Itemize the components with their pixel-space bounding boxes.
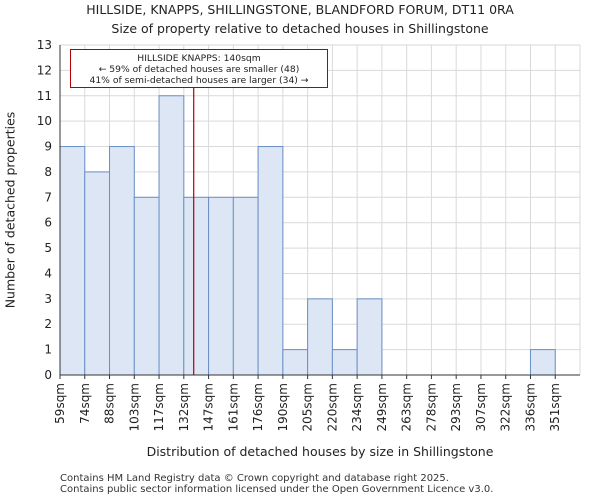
y-tick-label: 8	[44, 165, 52, 179]
x-axis-title: Distribution of detached houses by size …	[146, 444, 494, 459]
histogram-bar	[232, 196, 259, 376]
histogram-bar	[84, 171, 111, 376]
x-tick-label: 307sqm	[474, 383, 488, 431]
y-tick-label: 9	[44, 140, 52, 154]
x-tick-label: 59sqm	[53, 383, 67, 424]
x-tick-label: 88sqm	[103, 383, 117, 424]
footer-copyright: Contains HM Land Registry data © Crown c…	[60, 473, 449, 484]
annotation-line-2: ← 59% of detached houses are smaller (48…	[98, 64, 300, 75]
x-tick-label: 293sqm	[449, 383, 463, 431]
y-tick-label: 1	[44, 343, 52, 357]
x-tick-label: 278sqm	[424, 383, 438, 431]
x-tick-label: 336sqm	[523, 383, 537, 431]
x-tick-label: 205sqm	[301, 383, 315, 431]
chart-title: HILLSIDE, KNAPPS, SHILLINGSTONE, BLANDFO…	[86, 2, 514, 17]
y-tick-label: 10	[37, 114, 52, 128]
x-tick-label: 161sqm	[226, 383, 240, 431]
histogram-bar	[529, 349, 556, 376]
x-tick-label: 249sqm	[375, 383, 389, 431]
y-tick-label: 11	[37, 89, 52, 103]
histogram-bar	[208, 196, 234, 376]
x-tick-label: 132sqm	[177, 383, 191, 431]
x-tick-label: 147sqm	[202, 383, 216, 431]
x-tick-label: 74sqm	[78, 383, 92, 424]
histogram-bar	[183, 196, 210, 376]
histogram-bar	[59, 146, 86, 376]
y-tick-label: 6	[44, 216, 52, 230]
x-tick-label: 220sqm	[325, 383, 339, 431]
histogram-bar	[133, 196, 160, 376]
histogram-bar	[307, 298, 333, 376]
y-tick-label: 7	[44, 190, 52, 204]
y-tick-label: 12	[37, 63, 52, 77]
x-tick-label: 263sqm	[400, 383, 414, 431]
chart-subtitle: Size of property relative to detached ho…	[111, 21, 489, 36]
annotation-line-3: 41% of semi-detached houses are larger (…	[89, 75, 309, 86]
histogram-bar	[356, 298, 383, 376]
histogram-bar	[109, 146, 135, 376]
footer-licence: Contains public sector information licen…	[60, 484, 494, 495]
annotation-line-1: HILLSIDE KNAPPS: 140sqm	[137, 53, 261, 64]
y-tick-label: 2	[44, 317, 52, 331]
y-tick-label: 4	[44, 266, 52, 280]
x-tick-label: 234sqm	[350, 383, 364, 431]
y-tick-label: 13	[37, 38, 52, 52]
y-tick-label: 5	[44, 241, 52, 255]
x-tick-label: 322sqm	[499, 383, 513, 431]
x-tick-label: 176sqm	[251, 383, 265, 431]
histogram-bar	[257, 146, 284, 376]
x-tick-label: 351sqm	[548, 383, 562, 431]
y-axis-title-text: Number of detached properties	[2, 111, 18, 309]
x-tick-label: 190sqm	[276, 383, 290, 431]
histogram-bar	[282, 349, 309, 376]
annotation-box: HILLSIDE KNAPPS: 140sqm ← 59% of detache…	[70, 49, 328, 88]
histogram-bar	[331, 349, 358, 376]
y-tick-label: 0	[44, 368, 52, 382]
y-tick-label: 3	[44, 292, 52, 306]
x-tick-label: 117sqm	[152, 383, 166, 431]
histogram-bar	[158, 95, 185, 376]
x-tick-label: 103sqm	[127, 383, 141, 431]
